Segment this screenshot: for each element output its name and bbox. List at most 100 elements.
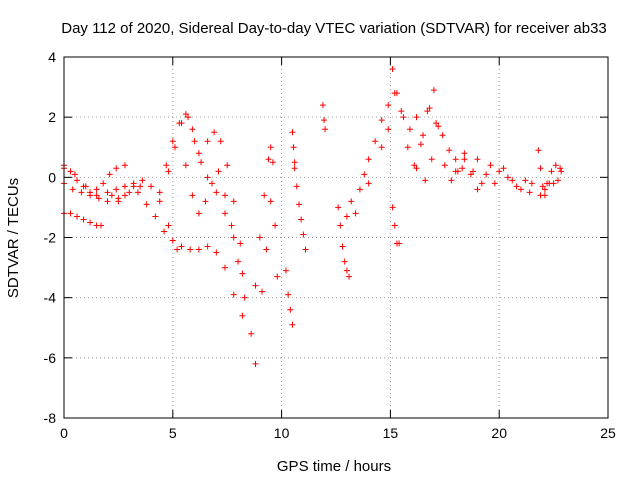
data-point (161, 228, 168, 235)
data-point (259, 288, 266, 295)
data-point (389, 204, 396, 211)
data-point (230, 198, 237, 205)
data-point (189, 192, 196, 199)
data-point (267, 144, 274, 151)
data-point (189, 126, 196, 133)
data-point (522, 177, 529, 184)
data-point (293, 183, 300, 190)
data-point (93, 186, 100, 193)
data-point (446, 147, 453, 154)
data-point (404, 144, 411, 151)
data-point (321, 117, 328, 124)
data-point (372, 138, 379, 145)
data-point (398, 108, 405, 115)
data-point (87, 219, 94, 226)
data-point (461, 150, 468, 157)
data-point (67, 210, 74, 217)
data-point (69, 186, 76, 193)
data-point (348, 198, 355, 205)
data-point (222, 264, 229, 271)
data-point (413, 165, 420, 172)
data-point (504, 174, 511, 181)
data-point (71, 171, 78, 178)
data-point (289, 321, 296, 328)
data-point (256, 234, 263, 241)
data-point (163, 162, 170, 169)
data-point (228, 222, 235, 229)
data-point (291, 159, 298, 166)
data-point (261, 192, 268, 199)
data-point (322, 126, 329, 133)
data-point (74, 213, 81, 220)
data-point (282, 267, 289, 274)
data-point (435, 123, 442, 130)
data-point (290, 144, 297, 151)
data-point (352, 210, 359, 217)
x-tick-label: 0 (60, 425, 68, 441)
data-point (291, 165, 298, 172)
data-point (341, 258, 348, 265)
data-point (537, 165, 544, 172)
data-point (422, 177, 429, 184)
data-point (143, 201, 150, 208)
data-point (222, 210, 229, 217)
data-point (148, 183, 155, 190)
data-point (67, 168, 74, 175)
data-point (224, 162, 231, 169)
data-point (121, 183, 128, 190)
data-point (241, 294, 248, 301)
data-point (130, 183, 137, 190)
data-point (78, 189, 85, 196)
x-tick-label: 5 (169, 425, 177, 441)
data-point (137, 183, 144, 190)
data-point (100, 180, 107, 187)
data-point (211, 129, 218, 136)
data-point (104, 198, 111, 205)
data-point (552, 162, 559, 169)
data-point (191, 138, 198, 145)
data-point (252, 282, 259, 289)
data-point (121, 192, 128, 199)
data-point (339, 243, 346, 250)
data-point (406, 126, 413, 133)
chart-title: Day 112 of 2020, Sidereal Day-to-day VTE… (61, 20, 607, 37)
data-point (319, 102, 326, 109)
grid-lines (64, 57, 608, 418)
data-point (343, 213, 350, 220)
data-point (439, 132, 446, 139)
data-point (302, 246, 309, 253)
data-point (535, 147, 542, 154)
data-point (80, 216, 87, 223)
data-point (459, 165, 466, 172)
data-point (187, 246, 194, 253)
data-point (470, 168, 477, 175)
data-point (296, 201, 303, 208)
data-point (252, 360, 259, 367)
data-point (208, 180, 215, 187)
data-point (239, 270, 246, 277)
data-point (165, 222, 172, 229)
y-axis-label: SDTVAR / TECUs (5, 178, 22, 298)
x-axis-label: GPS time / hours (277, 458, 391, 475)
data-point (346, 273, 353, 280)
data-point (298, 216, 305, 223)
data-point (287, 306, 294, 313)
data-point (82, 183, 89, 190)
data-point (213, 249, 220, 256)
data-point (517, 186, 524, 193)
data-point (513, 183, 520, 190)
data-point (300, 231, 307, 238)
data-point (195, 150, 202, 157)
data-point (550, 180, 557, 187)
data-point (385, 126, 392, 133)
data-point (483, 171, 490, 178)
data-point (126, 189, 133, 196)
data-point (113, 165, 120, 172)
data-point (74, 177, 81, 184)
data-point (417, 141, 424, 148)
y-tick-label: -4 (44, 290, 57, 306)
data-point (267, 198, 274, 205)
data-point (165, 168, 172, 175)
data-point (202, 198, 209, 205)
